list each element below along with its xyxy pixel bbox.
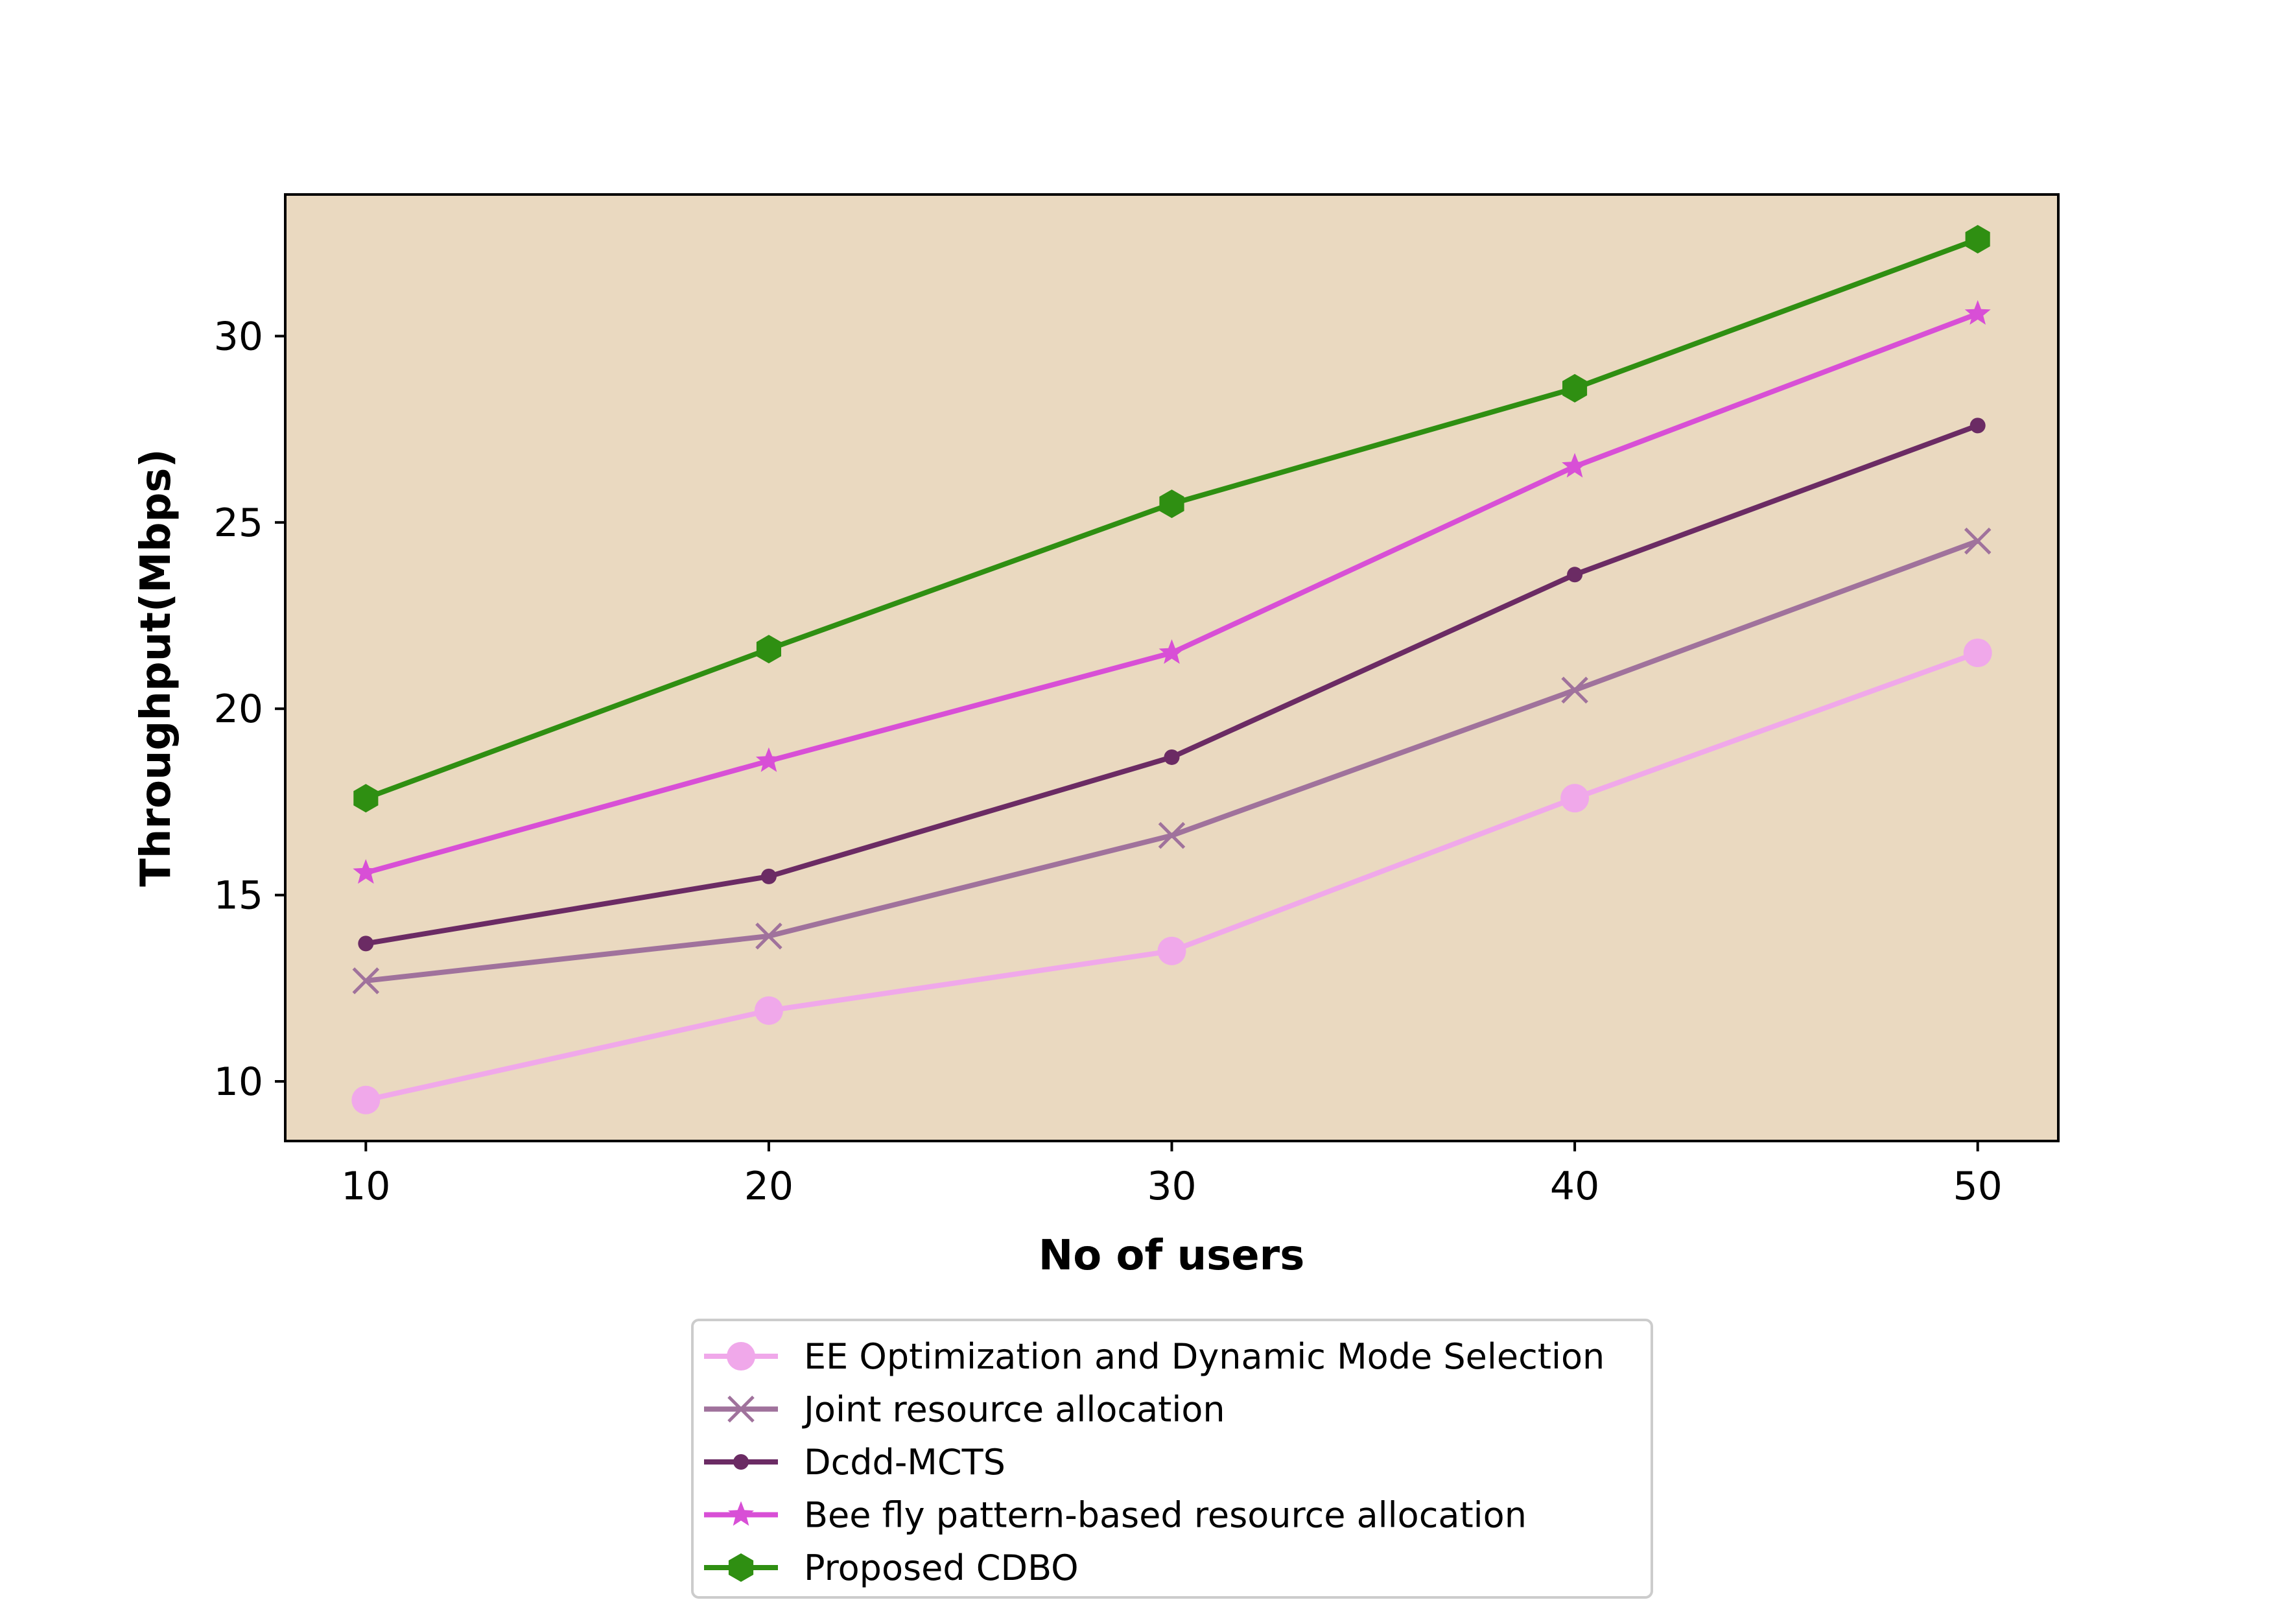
legend-entry: EE Optimization and Dynamic Mode Selecti… (704, 1336, 1605, 1377)
y-tick-label: 25 (214, 500, 263, 546)
legend-entry: Proposed CDBO (704, 1548, 1079, 1588)
series-5 (353, 225, 1990, 813)
data-point (358, 936, 374, 952)
series-layer (351, 225, 1992, 1114)
plot-background (285, 194, 2058, 1141)
data-point (760, 868, 777, 884)
data-point (755, 923, 782, 950)
series-2 (352, 527, 1992, 994)
data-point (1963, 639, 1992, 668)
data-point (1164, 749, 1180, 765)
data-point (1969, 418, 1986, 434)
legend-entry: Joint resource allocation (704, 1389, 1225, 1430)
y-tick-label: 20 (214, 687, 263, 732)
legend-label: Dcdd-MCTS (804, 1442, 1005, 1483)
x-axis-ticks: 10 20 30 40 50 (341, 1141, 2003, 1209)
legend-label: Joint resource allocation (802, 1389, 1225, 1430)
data-point (1562, 453, 1588, 478)
x-tick-label: 20 (744, 1164, 794, 1209)
legend-marker (733, 1454, 749, 1470)
y-tick-label: 10 (214, 1059, 263, 1105)
data-point (1567, 567, 1583, 583)
data-point (1561, 676, 1588, 704)
y-tick-label: 15 (214, 873, 263, 919)
x-axis-title: No of users (1039, 1232, 1305, 1280)
legend: EE Optimization and Dynamic Mode Selecti… (691, 1319, 1653, 1599)
x-tick-label: 50 (1953, 1164, 2003, 1209)
data-point (1964, 527, 1992, 555)
legend-box (691, 1319, 1653, 1599)
legend-entry: Dcdd-MCTS (704, 1442, 1005, 1483)
legend-entry: Bee fly pattern-based resource allocatio… (704, 1495, 1527, 1536)
legend-marker (728, 1501, 754, 1526)
series-1 (351, 639, 1992, 1114)
y-axis-ticks: 10 15 20 25 30 (214, 314, 285, 1105)
data-point (755, 747, 782, 772)
x-tick-label: 10 (341, 1164, 390, 1209)
data-point (1158, 821, 1186, 849)
data-point (352, 967, 380, 994)
data-point (1159, 489, 1184, 519)
legend-label: Bee fly pattern-based resource allocatio… (804, 1495, 1527, 1536)
data-point (1562, 373, 1588, 403)
data-point (1964, 300, 1991, 325)
y-tick-label: 30 (214, 314, 263, 359)
series-4 (353, 300, 1991, 884)
data-point (353, 784, 379, 813)
data-point (756, 635, 781, 664)
legend-marker (728, 1553, 754, 1582)
series-3 (358, 418, 1986, 952)
data-point (1157, 936, 1186, 965)
y-axis-title: Throughput(Mbps) (132, 449, 180, 887)
data-point (1158, 639, 1185, 664)
x-tick-label: 30 (1147, 1164, 1196, 1209)
legend-marker (727, 1395, 755, 1423)
legend-marker (727, 1342, 755, 1371)
data-point (351, 1085, 381, 1114)
x-tick-label: 40 (1550, 1164, 1599, 1209)
legend-label: Proposed CDBO (804, 1548, 1079, 1588)
data-point (754, 996, 783, 1025)
legend-label: EE Optimization and Dynamic Mode Selecti… (804, 1336, 1605, 1377)
data-point (353, 859, 379, 884)
data-point (1560, 784, 1590, 813)
data-point (1965, 225, 1990, 253)
